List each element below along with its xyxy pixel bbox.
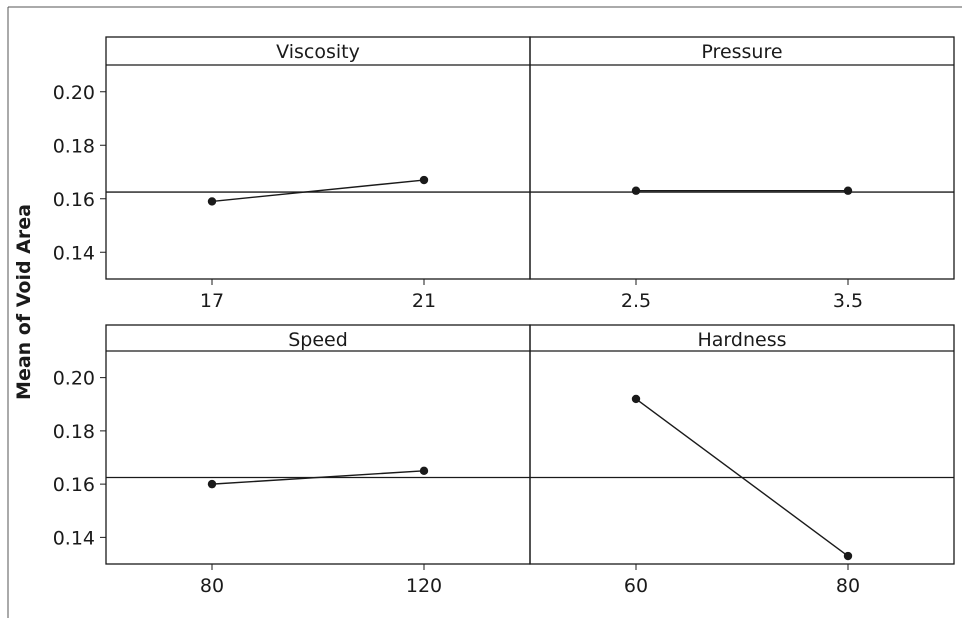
x-tick-label-3-1: 80: [200, 575, 224, 597]
data-point-4-1: [632, 395, 640, 403]
y-tick-label-3-4: 0.20: [53, 368, 95, 390]
panel-title-1: Viscosity: [276, 41, 360, 63]
panel-title-4: Hardness: [698, 329, 787, 351]
panel-frame-2: [530, 37, 954, 279]
panel-title-3: Speed: [288, 329, 348, 351]
y-axis-label: Mean of Void Area: [13, 204, 35, 400]
data-point-3-1: [208, 480, 216, 488]
series-line-1: [212, 180, 424, 201]
x-tick-label-2-2: 3.5: [833, 290, 863, 312]
panels-layer: Viscosity 17 21 0.14 0.16 0.18 0.20 Pressure 2.5…: [53, 37, 954, 597]
y-tick-label-1-4: 0.20: [53, 82, 95, 104]
y-tick-label-3-2: 0.16: [53, 474, 95, 496]
x-tick-label-4-2: 80: [836, 575, 860, 597]
x-tick-label-4-1: 60: [624, 575, 648, 597]
x-tick-label-1-2: 21: [412, 290, 436, 312]
panel-frame-3: [106, 325, 530, 564]
y-tick-label-1-1: 0.14: [53, 242, 95, 264]
data-point-4-2: [844, 552, 852, 560]
data-point-2-2: [844, 187, 852, 195]
panel-frame-1: [106, 37, 530, 279]
y-tick-label-1-3: 0.18: [53, 135, 95, 157]
data-point-1-2: [420, 176, 428, 184]
y-tick-label-1-2: 0.16: [53, 189, 95, 211]
data-point-3-2: [420, 467, 428, 475]
x-tick-label-3-2: 120: [406, 575, 442, 597]
y-tick-label-3-1: 0.14: [53, 527, 95, 549]
x-tick-label-1-1: 17: [200, 290, 224, 312]
data-point-2-1: [632, 187, 640, 195]
x-tick-label-2-1: 2.5: [621, 290, 651, 312]
panel-frame-4: [530, 325, 954, 564]
y-tick-label-3-3: 0.18: [53, 421, 95, 443]
panel-title-2: Pressure: [701, 41, 782, 63]
data-point-1-1: [208, 197, 216, 205]
